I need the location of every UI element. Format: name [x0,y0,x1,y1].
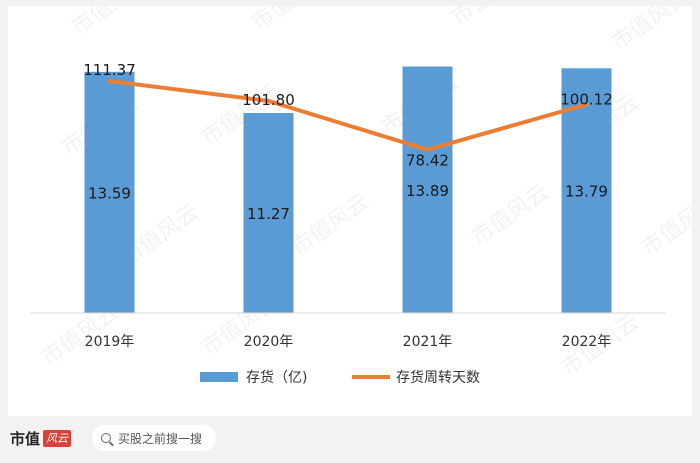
brand-logo: 市值 风云 [10,427,72,449]
line-point [107,79,112,84]
line-value-label: 100.12 [560,90,613,108]
line-value-label: 101.80 [242,91,295,109]
legend-label-line: 存货周转天数 [396,369,480,386]
brand-name: 市值 [10,429,41,448]
x-tick-label: 2022年 [562,334,612,350]
line-point [584,102,589,107]
line-value-label: 78.42 [406,152,449,170]
line-point [266,98,271,103]
bar-value-label: 13.89 [406,182,449,200]
bar-value-label: 13.79 [565,183,608,201]
bar-inventory [84,71,135,314]
x-tick-labels: 2019年 2020年 2021年 2022年 [85,334,612,350]
watermark-text: 市值风云 [637,190,692,261]
bar-inventory [402,66,453,313]
bar-inventory [243,112,294,313]
watermark-text: 市值风云 [467,180,553,251]
bar-value-label: 11.27 [247,205,290,223]
line-turnover-days [107,79,589,152]
watermark-text: 市值风云 [287,190,373,261]
x-tick-label: 2019年 [85,334,135,350]
chart-card: 市值风云市值风云市值风云市值风云市值风云市值风云市值风云市值风云市值风云市值风云… [8,6,692,416]
watermark-text: 市值风云 [67,6,153,41]
search-icon [101,433,111,443]
legend-label-bar: 存货（亿) [246,369,307,386]
brand-badge: 风云 [43,429,72,447]
legend: 存货（亿) 存货周转天数 [200,369,480,386]
line-value-label: 111.37 [83,61,136,79]
watermark-text: 市值风云 [607,6,692,56]
watermark-text: 市值风云 [247,6,333,36]
watermark-text: 市值风云 [447,6,533,31]
bar-value-label: 13.59 [88,184,131,202]
x-tick-label: 2021年 [403,334,453,350]
legend-swatch-bar [200,372,238,382]
search-box[interactable]: 买股之前搜一搜 [92,425,216,451]
bars-layer [84,66,612,314]
line-point [425,147,430,152]
chart: 市值风云市值风云市值风云市值风云市值风云市值风云市值风云市值风云市值风云市值风云… [30,6,692,386]
search-placeholder: 买股之前搜一搜 [118,431,203,446]
footer-bar: 市值 风云 买股之前搜一搜 [0,416,700,463]
line-layer [107,79,589,152]
x-tick-label: 2020年 [244,334,294,350]
data-labels: 13.59 11.27 13.89 13.79 111.37 101.80 78.42 100… [83,61,613,223]
